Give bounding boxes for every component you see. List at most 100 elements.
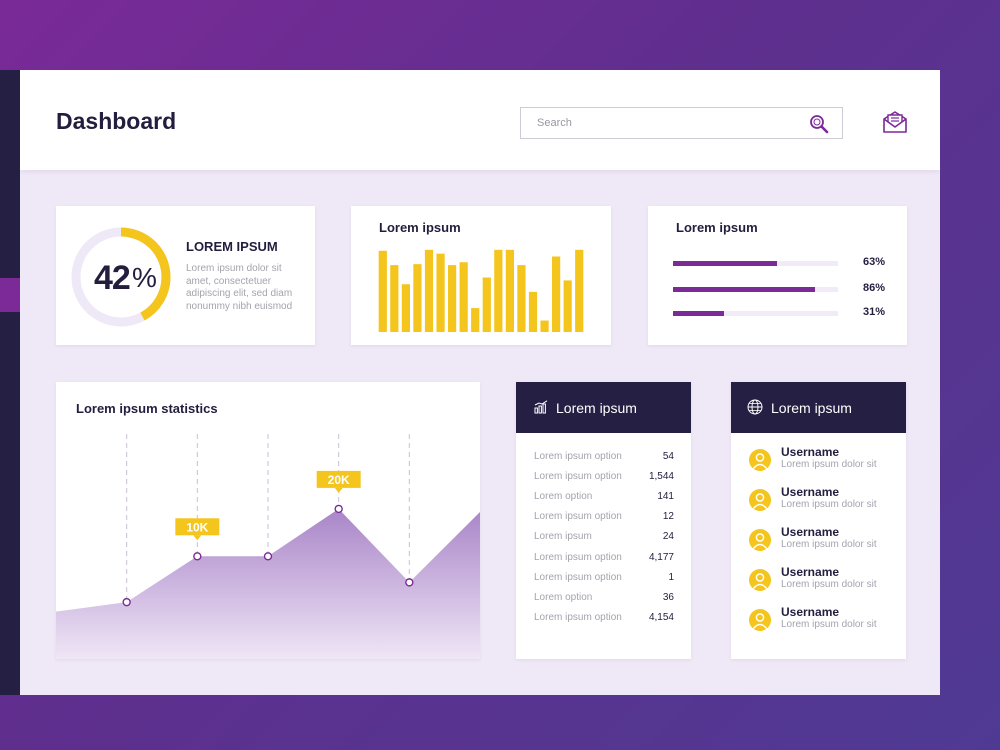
percent-donut-arc (71, 227, 171, 327)
bar (482, 277, 491, 332)
data-point (193, 552, 202, 561)
page-title: Dashboard (56, 108, 177, 134)
user-description: Lorem ipsum dolor sit (781, 459, 877, 470)
data-point (263, 552, 273, 561)
option-label: Lorem ipsum option (534, 471, 622, 482)
bar-chart (378, 249, 584, 332)
user-name: Username (781, 485, 840, 499)
dashboard-app: Dashboard 42 % LOREM IPSUM Lorem ipsum d… (20, 70, 940, 695)
option-row[interactable]: Lorem ipsum option 4,154 (534, 612, 674, 626)
progress-value: 86% (862, 282, 885, 294)
avatar (749, 569, 771, 591)
user-icon (752, 533, 768, 550)
users-card-title: Lorem ipsum (771, 400, 852, 416)
user-icon (752, 613, 768, 630)
users-card-header: Lorem ipsum (731, 382, 906, 433)
option-label: Lorem ipsum (534, 531, 592, 542)
progress-fill (673, 287, 815, 292)
option-label: Lorem ipsum option (534, 511, 622, 522)
side-nav-active-item[interactable] (0, 278, 20, 312)
bar (552, 256, 561, 332)
globe-icon (747, 399, 763, 415)
user-icon (752, 453, 768, 470)
progress-card: Lorem ipsum 63% 86% 31% (648, 206, 907, 345)
progress-card-title: Lorem ipsum (676, 220, 758, 235)
option-row[interactable]: Lorem ipsum 24 (534, 531, 674, 545)
user-description: Lorem ipsum dolor sit (781, 579, 877, 590)
bar (471, 308, 480, 332)
bar (401, 284, 410, 332)
progress-fill (673, 261, 777, 266)
option-row[interactable]: Lorem ipsum option 54 (534, 451, 674, 465)
user-description: Lorem ipsum dolor sit (781, 499, 877, 510)
option-value: 36 (662, 592, 674, 603)
option-value: 12 (662, 511, 674, 522)
bar-chart-icon (534, 400, 548, 414)
options-card-title: Lorem ipsum (556, 400, 637, 416)
percent-unit: % (132, 262, 157, 293)
option-value: 54 (662, 451, 674, 462)
value-label: 20K (316, 470, 361, 493)
user-item[interactable]: Username Lorem ipsum dolor sit (749, 485, 899, 515)
progress-row: 86% (673, 282, 885, 296)
bar (517, 265, 526, 332)
search-box (520, 107, 843, 139)
options-card: Lorem ipsum Lorem ipsum option 54 Lorem i… (516, 382, 691, 659)
user-item[interactable]: Username Lorem ipsum dolor sit (749, 525, 899, 555)
summary-card: 42 % LOREM IPSUM Lorem ipsum dolor sit a… (56, 206, 315, 345)
option-row[interactable]: Lorem ipsum option 4,177 (534, 552, 674, 566)
option-label: Lorem ipsum option (534, 451, 622, 462)
option-label: Lorem option (534, 592, 593, 603)
percent-value: 42 (94, 259, 131, 297)
option-row[interactable]: Lorem ipsum option 12 (534, 511, 674, 525)
option-row[interactable]: Lorem ipsum option 1 (534, 572, 674, 586)
user-name: Username (781, 445, 840, 459)
search-input[interactable] (522, 109, 792, 137)
value-label: 10K (175, 518, 220, 541)
bar (494, 249, 503, 332)
bar (528, 291, 538, 332)
option-row[interactable]: Lorem option 141 (534, 491, 674, 505)
bar (505, 249, 514, 332)
value-label-text: 20K (328, 473, 350, 487)
bar (390, 265, 399, 332)
summary-title: LOREM IPSUM (186, 239, 278, 254)
user-item[interactable]: Username Lorem ipsum dolor sit (749, 605, 899, 635)
top-bar: Dashboard (20, 70, 940, 170)
option-value: 1 (668, 572, 674, 583)
area-chart: 10K 20K (56, 434, 480, 659)
search-icon[interactable] (809, 114, 829, 134)
avatar (749, 609, 771, 631)
avatar (749, 449, 771, 471)
percent-donut (71, 227, 171, 327)
option-row[interactable]: Lorem ipsum option 1,544 (534, 471, 674, 485)
option-label: Lorem ipsum option (534, 552, 622, 563)
user-icon (752, 493, 768, 510)
option-label: Lorem option (534, 491, 593, 502)
user-item[interactable]: Username Lorem ipsum dolor sit (749, 565, 899, 595)
statistics-title: Lorem ipsum statistics (76, 401, 218, 416)
progress-track (673, 261, 838, 266)
option-row[interactable]: Lorem option 36 (534, 592, 674, 606)
progress-row: 63% (673, 256, 885, 270)
avatar (749, 529, 771, 551)
data-point (334, 504, 343, 514)
value-label-text: 10K (186, 520, 208, 534)
mail-icon[interactable] (882, 110, 908, 134)
bar (436, 253, 445, 332)
bar (448, 265, 457, 332)
bar-card-title: Lorem ipsum (379, 220, 461, 235)
option-label: Lorem ipsum option (534, 572, 622, 583)
bar (424, 249, 434, 332)
data-point (122, 597, 131, 607)
option-value: 141 (657, 491, 674, 502)
bar (563, 280, 572, 332)
user-item[interactable]: Username Lorem ipsum dolor sit (749, 445, 899, 475)
progress-track (673, 311, 838, 316)
user-description: Lorem ipsum dolor sit (781, 539, 877, 550)
user-name: Username (781, 605, 840, 619)
users-card: Lorem ipsum Username Lorem ipsum dolor s… (731, 382, 906, 659)
progress-value: 63% (862, 256, 885, 268)
progress-row: 31% (673, 306, 885, 320)
user-name: Username (781, 565, 840, 579)
